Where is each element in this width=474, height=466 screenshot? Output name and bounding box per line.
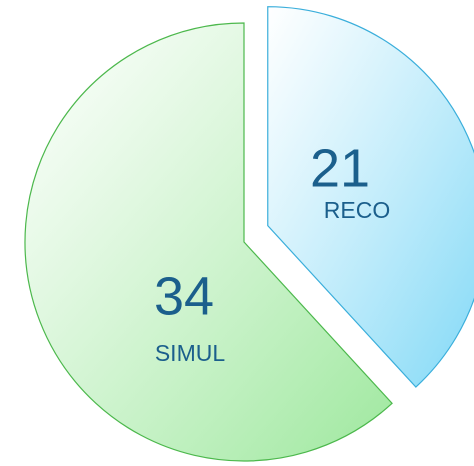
slice-value-label: 21 <box>310 138 370 198</box>
slice-category-label: RECO <box>324 197 390 223</box>
pie-slice <box>24 22 393 462</box>
slice-category-label: SIMUL <box>155 340 226 366</box>
pie-slice <box>267 6 474 388</box>
slice-value-label: 34 <box>154 266 214 326</box>
